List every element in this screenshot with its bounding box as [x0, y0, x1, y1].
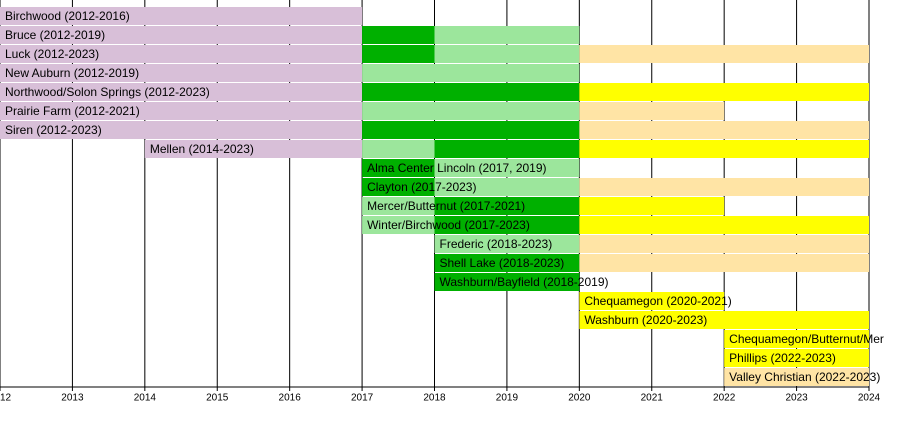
row-label: Prairie Farm (2012-2021): [5, 104, 140, 118]
x-tick-label: 2018: [423, 393, 446, 404]
x-tick-label: 2024: [858, 393, 881, 404]
x-tick-label: 2019: [496, 393, 519, 404]
timeline-bar: [434, 254, 580, 272]
timeline-bar: [0, 26, 363, 44]
timeline-bar: [362, 178, 435, 196]
timeline-bar: [579, 140, 869, 158]
x-tick-label: 2023: [785, 393, 808, 404]
row-label: Valley Christian (2022-2023): [729, 370, 880, 384]
x-tick-label: 2021: [641, 393, 664, 404]
timeline-bar: [362, 64, 580, 82]
timeline-bar: [362, 121, 580, 139]
x-tick-label: 2014: [134, 393, 157, 404]
timeline-bar: [434, 26, 580, 44]
timeline-bar: [724, 349, 869, 367]
timeline-bar: [0, 7, 363, 25]
row-label: Bruce (2012-2019): [5, 28, 105, 42]
row-label: Chequamegon/Butternut/Mer: [729, 332, 884, 346]
timeline-bar: [434, 178, 580, 196]
timeline-bar: [434, 197, 580, 215]
timeline-bar: [579, 216, 869, 234]
timeline-bar: [579, 235, 869, 253]
timeline-bar: [0, 121, 363, 139]
timeline-bar: [362, 159, 435, 177]
timeline-bar: [434, 159, 580, 177]
row-label: Shell Lake (2018-2023): [440, 256, 565, 270]
timeline-bar: [579, 254, 869, 272]
timeline-bar: [434, 235, 580, 253]
timeline-bar: [579, 178, 869, 196]
timeline-bar: [724, 368, 869, 386]
timeline-bar: [579, 102, 725, 120]
timeline-bar: [0, 45, 363, 63]
timeline-bar: [579, 292, 725, 310]
timeline-bar: [362, 26, 435, 44]
row-label: Mercer/Butternut (2017-2021): [367, 199, 525, 213]
timeline-bar: [362, 197, 435, 215]
timeline-bar: [362, 83, 580, 101]
x-tick-label: 2020: [568, 393, 591, 404]
timeline-bar: [434, 273, 580, 291]
row-label: New Auburn (2012-2019): [5, 66, 139, 80]
x-tick-label: 2017: [351, 393, 374, 404]
row-label: Luck (2012-2023): [5, 47, 99, 61]
timeline-bar: [579, 83, 869, 101]
timeline-bar: [434, 45, 580, 63]
x-tick-label: 2016: [279, 393, 302, 404]
row-label: Alma Center Lincoln (2017, 2019): [367, 161, 546, 175]
timeline-bar: [434, 140, 580, 158]
row-label: Clayton (2017-2023): [367, 180, 476, 194]
timeline-bar: [724, 330, 869, 348]
timeline-bar: [362, 140, 435, 158]
x-tick-label: 2013: [61, 393, 84, 404]
row-label: Phillips (2022-2023): [729, 351, 836, 365]
timeline-bar: [362, 102, 580, 120]
timeline-bar: [434, 216, 580, 234]
timeline-bar: [579, 197, 725, 215]
timeline-bar: [579, 45, 869, 63]
row-label: Winter/Birchwood (2017-2023): [367, 218, 530, 232]
timeline-bar: [579, 121, 869, 139]
timeline-bar: [362, 45, 435, 63]
row-label: Siren (2012-2023): [5, 123, 102, 137]
timeline-bar: [0, 83, 363, 101]
timeline-bar: [144, 140, 363, 158]
row-label: Mellen (2014-2023): [150, 142, 254, 156]
row-label: Washburn/Bayfield (2018-2019): [440, 275, 609, 289]
row-label: Washburn (2020-2023): [584, 313, 707, 327]
row-label: Birchwood (2012-2016): [5, 9, 130, 23]
row-label: Northwood/Solon Springs (2012-2023): [5, 85, 210, 99]
x-tick-label: 2022: [713, 393, 736, 404]
row-label: Frederic (2018-2023): [440, 237, 553, 251]
timeline-bar: [0, 102, 363, 120]
timeline-bar: [0, 64, 363, 82]
x-tick-label: 2012: [0, 393, 12, 404]
timeline-bar: [579, 311, 869, 329]
row-label: Chequamegon (2020-2021): [584, 294, 731, 308]
timeline-bar: [362, 216, 435, 234]
x-tick-label: 2015: [206, 393, 229, 404]
